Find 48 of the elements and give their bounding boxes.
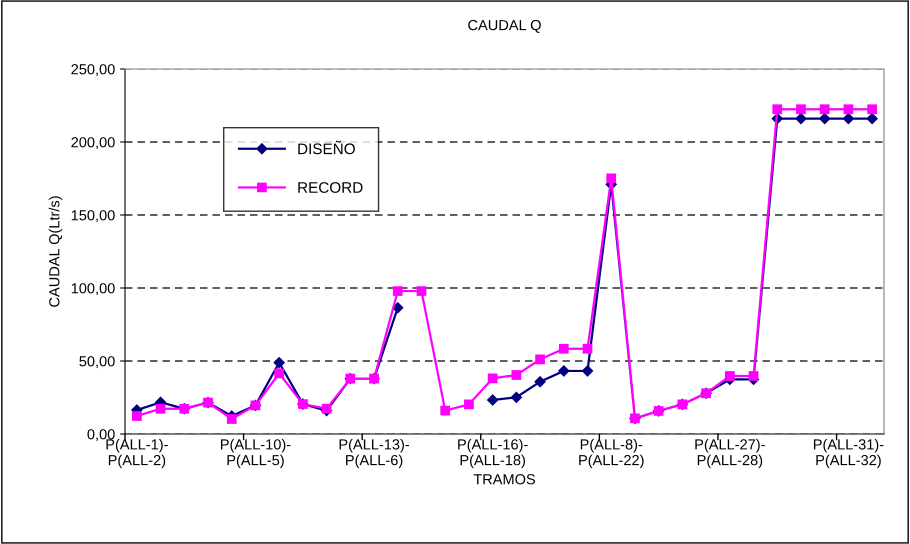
legend-label: DISEÑO — [298, 140, 355, 154]
point — [558, 365, 570, 377]
y-tick-label: 200,00 — [71, 137, 115, 150]
point — [274, 357, 285, 368]
point — [464, 400, 474, 410]
x-tick-label: P(ALL-31)- P(ALL-32) — [814, 438, 884, 468]
y-tick-label: 250,00 — [71, 64, 115, 76]
point — [582, 365, 594, 377]
y-axis-title: CAUDAL Q(Ltr/s) — [48, 196, 62, 307]
point — [748, 371, 758, 381]
point — [487, 394, 498, 406]
point — [392, 286, 403, 296]
point — [844, 104, 854, 114]
point — [724, 371, 735, 381]
chart-title: CAUDAL Q — [468, 20, 541, 33]
point — [819, 113, 830, 124]
point — [842, 113, 854, 124]
x-axis-title: TRAMOS — [474, 474, 536, 484]
y-tick-label: 100,00 — [72, 283, 115, 296]
point — [440, 406, 450, 416]
x-tick-label: P(ALL-10)- P(ALL-5) — [220, 438, 290, 468]
point — [535, 354, 545, 364]
point — [796, 104, 806, 114]
x-tick-label: P(ALL-13)- P(ALL-6) — [340, 438, 410, 468]
point — [582, 344, 592, 354]
point — [416, 286, 426, 296]
point — [132, 411, 142, 421]
x-tick-label: P(ALL-16)- P(ALL-18) — [458, 438, 528, 468]
point — [510, 392, 522, 403]
point — [820, 104, 830, 114]
y-tick-label: 150,00 — [72, 210, 115, 222]
point — [606, 173, 616, 184]
point — [226, 414, 237, 424]
point — [156, 404, 166, 414]
point — [322, 404, 332, 414]
point — [512, 370, 522, 380]
legend-label: RECORD — [298, 182, 363, 193]
point — [772, 104, 782, 114]
point — [795, 113, 807, 124]
x-tick-label: P(ALL-27)- P(ALL-28) — [695, 438, 765, 468]
point — [534, 376, 546, 388]
x-tick-label: P(ALL-8)- P(ALL-22) — [579, 438, 644, 468]
point — [488, 374, 498, 384]
point — [867, 104, 877, 114]
point — [274, 368, 284, 378]
point — [866, 113, 878, 124]
point — [558, 344, 569, 354]
y-tick-label: 50,00 — [79, 356, 115, 368]
